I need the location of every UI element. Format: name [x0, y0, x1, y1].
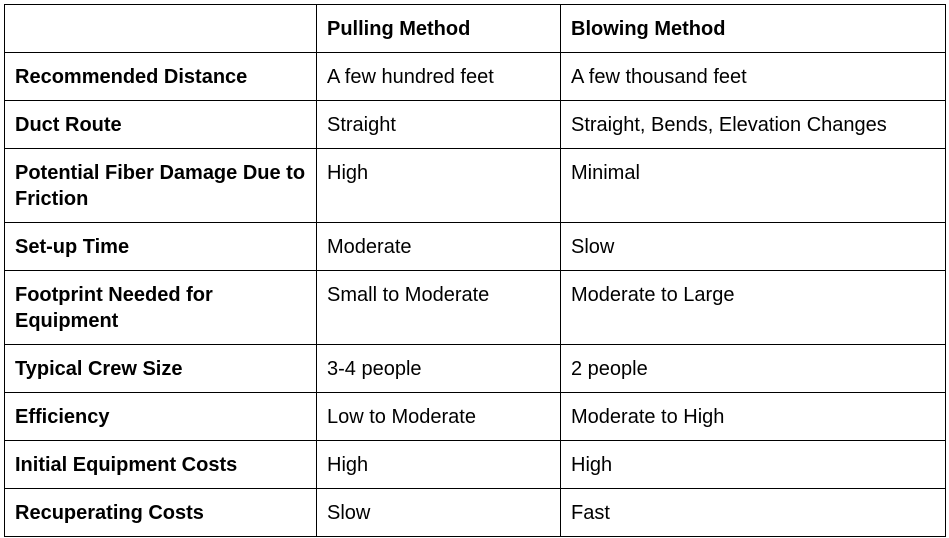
pulling-cell: 3-4 people [316, 344, 561, 393]
row-label: Recommended Distance [4, 52, 317, 101]
header-cell-pulling: Pulling Method [316, 4, 561, 53]
row-label: Initial Equipment Costs [4, 440, 317, 489]
pulling-cell: Small to Moderate [316, 270, 561, 345]
comparison-table: Pulling Method Blowing Method Recommende… [4, 4, 946, 537]
table-row: Recommended Distance A few hundred feet … [4, 52, 946, 101]
table-header-row: Pulling Method Blowing Method [4, 4, 946, 53]
blowing-cell: Straight, Bends, Elevation Changes [560, 100, 946, 149]
blowing-cell: Minimal [560, 148, 946, 223]
pulling-cell: High [316, 148, 561, 223]
table-row: Potential Fiber Damage Due to Friction H… [4, 148, 946, 223]
row-label: Recuperating Costs [4, 488, 317, 537]
row-label: Efficiency [4, 392, 317, 441]
table-row: Duct Route Straight Straight, Bends, Ele… [4, 100, 946, 149]
row-label: Potential Fiber Damage Due to Friction [4, 148, 317, 223]
header-cell-blowing: Blowing Method [560, 4, 946, 53]
pulling-cell: Straight [316, 100, 561, 149]
header-cell-empty [4, 4, 317, 53]
blowing-cell: High [560, 440, 946, 489]
table-row: Recuperating Costs Slow Fast [4, 488, 946, 537]
table-row: Efficiency Low to Moderate Moderate to H… [4, 392, 946, 441]
pulling-cell: Moderate [316, 222, 561, 271]
blowing-cell: Moderate to High [560, 392, 946, 441]
pulling-cell: High [316, 440, 561, 489]
blowing-cell: Moderate to Large [560, 270, 946, 345]
blowing-cell: 2 people [560, 344, 946, 393]
blowing-cell: Slow [560, 222, 946, 271]
blowing-cell: A few thousand feet [560, 52, 946, 101]
table-row: Set-up Time Moderate Slow [4, 222, 946, 271]
blowing-cell: Fast [560, 488, 946, 537]
table-row: Initial Equipment Costs High High [4, 440, 946, 489]
table-row: Footprint Needed for Equipment Small to … [4, 270, 946, 345]
row-label: Duct Route [4, 100, 317, 149]
pulling-cell: Low to Moderate [316, 392, 561, 441]
pulling-cell: A few hundred feet [316, 52, 561, 101]
row-label: Set-up Time [4, 222, 317, 271]
table-row: Typical Crew Size 3-4 people 2 people [4, 344, 946, 393]
row-label: Typical Crew Size [4, 344, 317, 393]
row-label: Footprint Needed for Equipment [4, 270, 317, 345]
pulling-cell: Slow [316, 488, 561, 537]
